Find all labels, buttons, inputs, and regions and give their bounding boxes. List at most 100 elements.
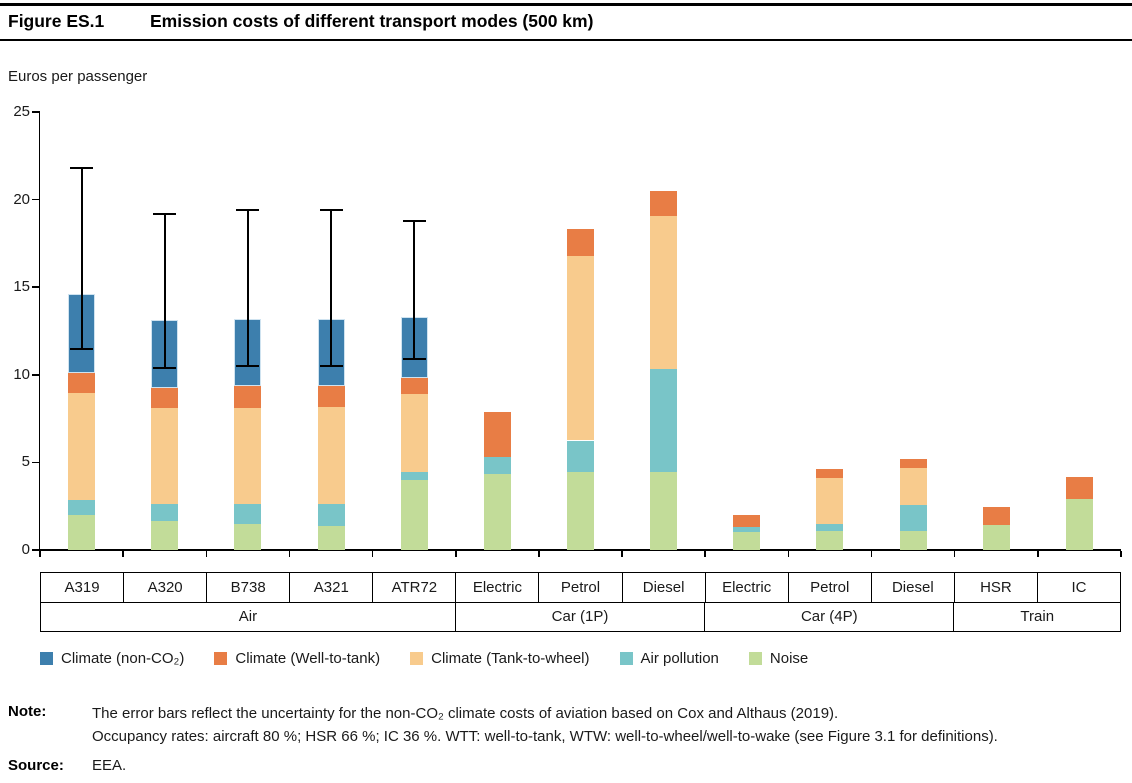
- legend-label: Climate (non-CO₂): [61, 650, 185, 667]
- y-tick-label: 5: [21, 453, 30, 471]
- error-bar-line: [163, 213, 166, 368]
- error-bar-line: [80, 168, 83, 349]
- x-tick: [288, 551, 291, 557]
- x-tick: [953, 551, 956, 557]
- bar-segment-Petrol-Air pollution: [567, 440, 594, 473]
- bar-segment-ATR72-Climate (Tank-to-wheel): [400, 394, 428, 473]
- x-label-Petrol: Petrol: [787, 573, 871, 602]
- bar-segment-Diesel-Climate (Tank-to-wheel): [899, 467, 927, 506]
- legend-swatch-icon: [748, 652, 762, 665]
- x-tick: [787, 551, 790, 557]
- x-label-ATR72: ATR72: [372, 573, 455, 602]
- error-bar-line: [330, 210, 333, 367]
- legend-label: Air pollution: [640, 650, 719, 667]
- x-tick: [205, 551, 208, 557]
- legend: Climate (non-CO₂) Climate (Well-to-tank) C…: [40, 650, 808, 667]
- bar-segment-Petrol-Air pollution: [816, 523, 844, 531]
- y-axis-line: [38, 112, 41, 551]
- x-tick: [122, 551, 124, 557]
- bar-segment-HSR-Noise: [982, 524, 1010, 550]
- x-label-Diesel: Diesel: [621, 573, 705, 602]
- bar-segment-Petrol-Climate (Well-to-tank): [567, 229, 594, 256]
- bar-segment-B738-Climate (Well-to-tank): [234, 386, 262, 409]
- error-bar-cap-bottom: [402, 358, 426, 361]
- y-tick-label: 10: [13, 365, 30, 383]
- bar-segment-Diesel-Air pollution: [899, 505, 927, 531]
- x-label-A319: A319: [64, 578, 100, 596]
- bar-segment-A320-Climate (Well-to-tank): [151, 387, 179, 409]
- bar-segment-Diesel-Air pollution: [650, 368, 678, 473]
- legend-item: Climate (Tank-to-wheel): [410, 650, 590, 667]
- bar-segment-A320-Noise: [151, 521, 179, 550]
- y-tick: [31, 374, 40, 376]
- legend-item: Noise: [748, 650, 809, 667]
- note-line-2: Occupancy rates: aircraft 80 %; HSR 66 %…: [92, 727, 998, 745]
- legend-swatch-icon: [40, 652, 53, 665]
- error-bar-cap-bottom: [70, 347, 94, 350]
- x-axis-category-row: A319 A320 B738 A321 ATR72 Electric Petrol Diese…: [41, 573, 1120, 602]
- bar-segment-B738-Noise: [234, 523, 262, 550]
- y-tick: [31, 461, 40, 464]
- x-label-A321: A321: [289, 573, 372, 602]
- bar-segment-Petrol-Noise: [567, 472, 594, 550]
- x-tick: [621, 551, 623, 557]
- y-tick-label: 25: [13, 103, 30, 120]
- x-label-Electric: Electric: [455, 573, 538, 602]
- bar-segment-A321-Air pollution: [317, 503, 345, 527]
- x-axis-table: A319 A320 B738 A321 ATR72 Electric Petrol Diese…: [40, 572, 1121, 632]
- y-axis-unit-label: Euros per passenger: [8, 68, 148, 85]
- error-bar-cap-top: [236, 209, 260, 212]
- bar-segment-Electric-Air pollution: [483, 457, 511, 474]
- bar-segment-Electric-Climate (Well-to-tank): [483, 411, 511, 458]
- error-bar-cap-top: [402, 219, 426, 222]
- bar-segment-Electric-Climate (Well-to-tank): [733, 514, 761, 528]
- bar-segment-Diesel-Climate (Well-to-tank): [650, 190, 678, 217]
- legend-swatch-icon: [214, 652, 228, 665]
- error-bar-cap-top: [153, 212, 177, 215]
- bar-segment-HSR-Climate (Well-to-tank): [982, 507, 1010, 525]
- bar-segment-Electric-Noise: [483, 473, 511, 550]
- bar-segment-A321-Climate (Tank-to-wheel): [317, 407, 345, 504]
- bar-segment-A320-Air pollution: [151, 503, 179, 522]
- bar-segment-A319-Air pollution: [68, 500, 96, 515]
- source-text: EEA.: [92, 757, 127, 774]
- group-label-Train: Train: [953, 602, 1120, 631]
- y-tick: [31, 286, 40, 288]
- bar-segment-A320-Climate (Tank-to-wheel): [151, 408, 179, 504]
- bar-segment-IC-Climate (Well-to-tank): [1065, 477, 1093, 500]
- x-tick: [1037, 551, 1039, 557]
- legend-label: Climate (Tank-to-wheel): [431, 650, 590, 667]
- legend-label: Climate (Well-to-tank): [235, 650, 381, 667]
- note-label: Note:: [8, 703, 47, 720]
- source-label: Source:: [8, 757, 64, 774]
- bar-segment-B738-Climate (Tank-to-wheel): [234, 408, 262, 505]
- bar-segment-Electric-Noise: [733, 531, 761, 550]
- x-label-HSR: HSR: [953, 573, 1037, 602]
- y-tick-label: 20: [13, 190, 30, 208]
- x-axis-group-row: Air Car (1P) Car (4P) Train: [41, 601, 1120, 631]
- bar-segment-Petrol-Noise: [816, 530, 844, 550]
- legend-item: Climate (non-CO₂): [40, 650, 184, 667]
- bar-segment-Petrol-Climate (Tank-to-wheel): [816, 478, 844, 524]
- y-tick: [31, 198, 40, 201]
- legend-item: Climate (Well-to-tank): [214, 650, 380, 667]
- title-bottom-rule: [0, 39, 1132, 41]
- error-bar-cap-bottom: [153, 366, 177, 369]
- bar-segment-ATR72-Air pollution: [400, 472, 428, 480]
- x-label-Electric: Electric: [704, 573, 788, 602]
- x-tick: [455, 551, 457, 557]
- x-axis-line: [38, 549, 1121, 551]
- bar-segment-ATR72-Noise: [400, 479, 428, 550]
- error-bar-cap-top: [70, 167, 94, 170]
- legend-label: Noise: [769, 650, 809, 667]
- bar-segment-Diesel-Noise: [899, 530, 927, 550]
- legend-swatch-icon: [410, 652, 424, 665]
- legend-item: Air pollution: [619, 650, 719, 667]
- bar-segment-IC-Noise: [1065, 499, 1093, 550]
- y-tick: [31, 111, 40, 113]
- x-tick: [39, 551, 41, 557]
- group-label-Air: Air: [238, 608, 258, 626]
- bar-segment-A321-Climate (Well-to-tank): [317, 386, 345, 408]
